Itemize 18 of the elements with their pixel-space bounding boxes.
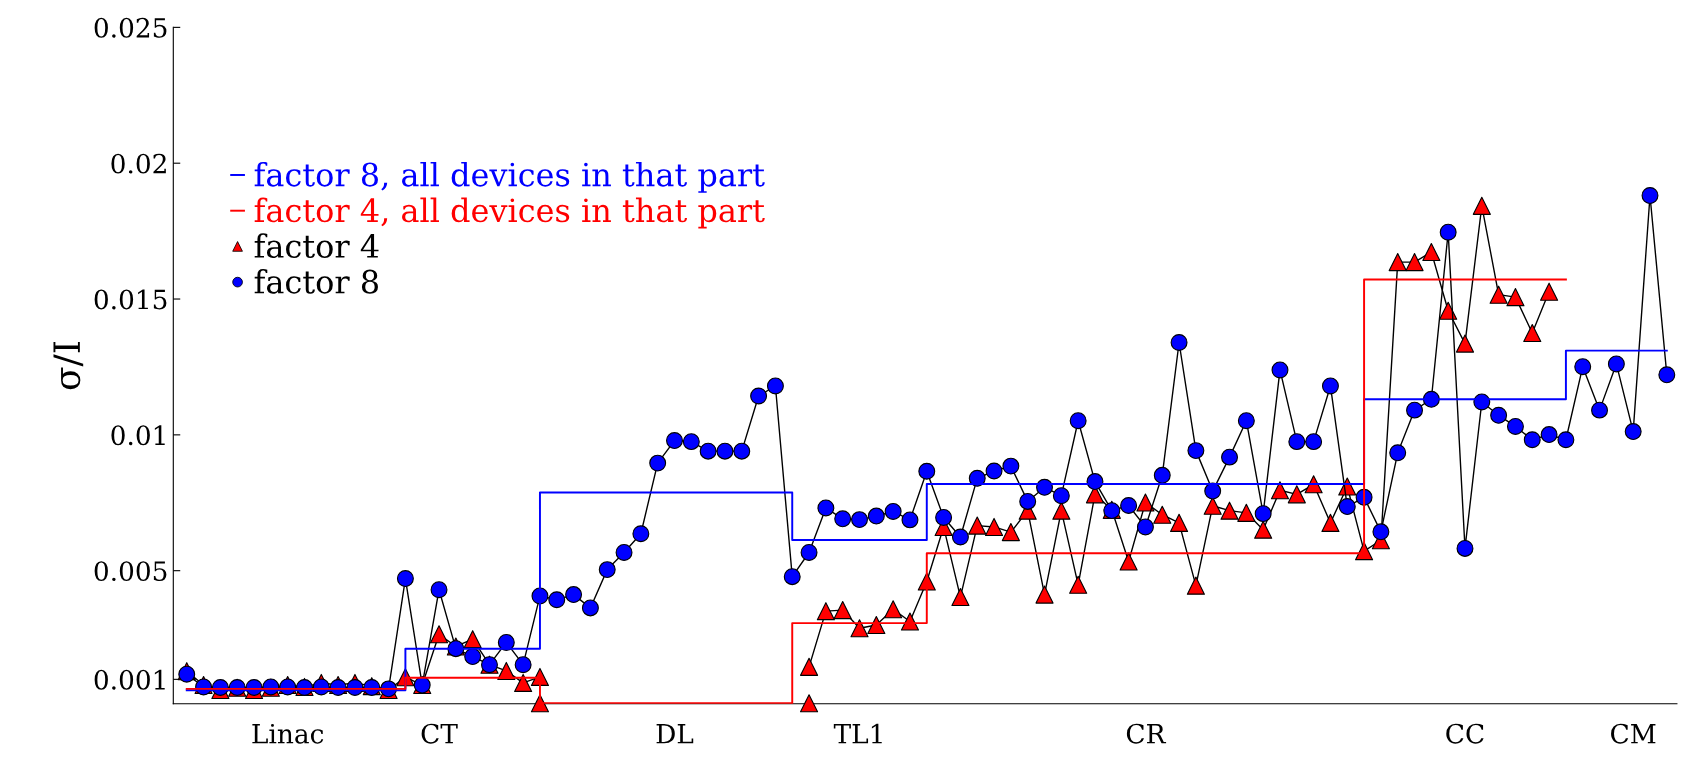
legend-label: factor 8, all devices in that part [254,161,765,193]
x-tick-label: TL1 [833,723,882,744]
legend-label: factor 8 [254,269,378,294]
y-axis-title: σ/I [53,342,84,390]
y-tick-label: 0.001 [94,669,165,690]
legend-label: factor 4 [254,233,379,259]
y-tick-label: 0.015 [94,289,167,310]
x-tick-label: CC [1446,723,1484,744]
x-tick-label: CT [421,723,458,744]
y-tick-label: 0.02 [111,153,166,174]
x-tick-label: DL [656,724,694,744]
x-tick-label: CR [1126,723,1167,744]
x-tick-label: CM [1611,723,1656,744]
x-tick-label: Linac [252,723,324,744]
legend-label: factor 4, all devices in that part [254,197,765,229]
y-tick-label: 0.025 [94,17,167,38]
y-tick-label: 0.01 [111,425,165,446]
y-tick-label: 0.005 [94,561,167,582]
